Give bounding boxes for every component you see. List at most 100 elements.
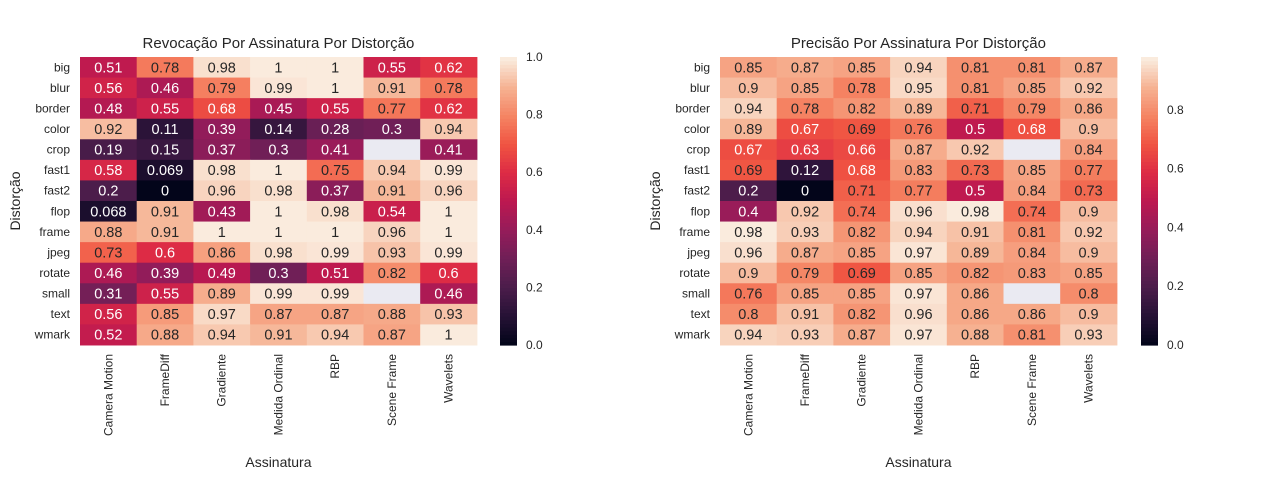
panel1-colorbar-segment (500, 85, 517, 90)
panel2-cell-wmark-gradiente (833, 324, 891, 346)
panel2-cell-big-rbp-label: 0.81 (961, 60, 989, 76)
panel1-cell-jpeg-camera-motion-label: 0.73 (94, 245, 122, 261)
panel2-y-tick-small: small (682, 287, 710, 301)
panel2-cell-fast2-wavelets-label: 0.73 (1074, 184, 1102, 200)
panel1-cell-rotate-scene-frame-label: 0.82 (378, 266, 406, 282)
panel2-cell-rotate-gradiente-label: 0.69 (848, 266, 876, 282)
panel2-colorbar-segment (1141, 136, 1158, 141)
panel2-cell-jpeg-scene-frame (1003, 242, 1061, 264)
panel2-colorbar-segment (1141, 219, 1158, 224)
panel1-cell-frame-scene-frame-label: 0.96 (378, 225, 406, 241)
panel2-cell-small-wavelets (1060, 283, 1118, 305)
panel1-cell-frame-framediff-label: 0.91 (151, 225, 179, 241)
panel1-cell-frame-camera-motion-label: 0.88 (94, 225, 122, 241)
panel1-cell-fast1-scene-frame (363, 159, 421, 181)
panel1-colorbar-tick-0-8: 0.8 (526, 108, 543, 122)
panel1-cell-rotate-camera-motion (80, 262, 138, 284)
panel1-cell-jpeg-scene-frame-label: 0.93 (378, 245, 406, 261)
panel1-cell-wmark-rbp (306, 324, 364, 346)
panel2-cell-text-medida-ordinal (890, 303, 948, 325)
panel2-cell-fast2-wavelets (1060, 180, 1118, 202)
panel2-cell-blur-medida-ordinal (890, 77, 948, 99)
panel1-colorbar-segment (500, 186, 517, 191)
panel1-colorbar-segment (500, 258, 517, 263)
panel2-cell-jpeg-wavelets (1060, 242, 1118, 264)
panel2-cell-flop-medida-ordinal (890, 200, 948, 223)
panel1-cell-small-camera-motion-label: 0.31 (94, 287, 122, 303)
panel1-colorbar-segment (500, 337, 517, 342)
panel2-colorbar-segment (1141, 273, 1158, 278)
panel2-colorbar-segment (1141, 291, 1158, 296)
panel2-colorbar-segment (1141, 316, 1158, 321)
panel2-cell-frame-camera-motion-label: 0.98 (734, 225, 762, 241)
panel1-cell-color-framediff-label: 0.11 (151, 122, 178, 138)
panel1-colorbar-segment (500, 244, 517, 249)
panel2-x-tick-rbp: RBP (968, 354, 982, 379)
panel2-colorbar-segment (1141, 244, 1158, 249)
panel2-y-tick-crop: crop (687, 143, 711, 157)
panel2-cell-flop-camera-motion (720, 200, 778, 223)
panel1-cell-small-scene-frame (363, 283, 421, 305)
panel1-cell-crop-wavelets (420, 139, 478, 161)
panel2-cell-jpeg-framediff (776, 242, 834, 264)
panel1-colorbar-segment (500, 118, 517, 123)
panel2-colorbar-segment (1141, 67, 1158, 72)
panel2-cell-color-framediff (776, 118, 834, 140)
panel1-colorbar-segment (500, 175, 517, 180)
panel1-cell-fast1-gradiente (193, 159, 251, 181)
panel1-cell-big-gradiente-label: 0.98 (208, 60, 236, 76)
panel1-cell-fast2-scene-frame (363, 180, 421, 202)
panel2-cell-small-rbp-label: 0.86 (961, 287, 989, 303)
panel1-cell-fast2-framediff (136, 180, 194, 202)
panel1-cell-blur-framediff (136, 77, 194, 99)
panel2-y-tick-rotate: rotate (679, 266, 710, 280)
panel1-cell-fast2-gradiente (193, 180, 251, 202)
panel2-colorbar-segment (1141, 251, 1158, 256)
panel2-cell-small-scene-frame (1003, 283, 1061, 305)
panel1-cell-small-medida-ordinal-label: 0.99 (264, 287, 292, 303)
panel2-cell-flop-scene-frame-label: 0.74 (1018, 204, 1046, 220)
panel2-y-axis-label: Distorção (647, 171, 663, 230)
panel2-cell-big-camera-motion-label: 0.85 (734, 60, 762, 76)
panel1-cell-rotate-wavelets (420, 262, 478, 284)
panel2-cell-text-framediff (776, 303, 834, 325)
panel1-cell-fast2-medida-ordinal-label: 0.98 (264, 184, 292, 200)
panel1-cell-big-wavelets (420, 57, 478, 79)
panel1-cell-border-wavelets-label: 0.62 (434, 101, 462, 117)
panel2-cell-text-rbp (946, 303, 1004, 325)
panel2-colorbar-segment (1141, 280, 1158, 285)
panel2-cell-crop-medida-ordinal-label: 0.87 (904, 143, 932, 159)
panel1-cell-rotate-medida-ordinal (250, 262, 308, 284)
panel1-cell-color-wavelets-label: 0.94 (434, 122, 462, 138)
panel1-cell-small-framediff-label: 0.55 (151, 287, 179, 303)
panel1-cell-color-scene-frame-label: 0.3 (382, 122, 402, 138)
panel2-cell-wmark-camera-motion (720, 324, 778, 346)
panel2-x-tick-framediff: FrameDiff (798, 353, 812, 406)
panel1-cell-jpeg-scene-frame (363, 242, 421, 264)
panel2-cell-jpeg-rbp-label: 0.89 (961, 245, 989, 261)
panel2-colorbar-segment (1141, 121, 1158, 126)
panel1-colorbar-tick-0-2: 0.2 (526, 280, 543, 294)
panel1-colorbar-segment (500, 265, 517, 270)
panel1-cell-border-scene-frame (363, 98, 421, 120)
panel2-colorbar-segment (1141, 147, 1158, 152)
panel2-cell-jpeg-gradiente (833, 242, 891, 264)
panel1-colorbar-segment (500, 291, 517, 296)
panel2-cell-crop-rbp-label: 0.92 (961, 143, 989, 159)
panel2-cell-fast2-gradiente (833, 180, 891, 202)
panel1-cell-border-gradiente-label: 0.68 (208, 101, 236, 117)
panel1-cell-wmark-camera-motion (80, 324, 138, 346)
panel2-cell-blur-camera-motion (720, 77, 778, 99)
panel2-cell-frame-rbp-label: 0.91 (961, 225, 989, 241)
panel1-cell-jpeg-framediff (136, 242, 194, 264)
panel2-cell-crop-rbp (946, 139, 1004, 161)
panel2-colorbar-segment (1141, 215, 1158, 220)
panel2-y-tick-jpeg: jpeg (686, 245, 710, 259)
panel2-cell-rotate-medida-ordinal (890, 262, 948, 284)
panel2-x-tick-gradiente: Gradiente (855, 354, 869, 407)
panel1-cell-big-rbp (306, 57, 364, 79)
panel1-cell-fast2-wavelets-label: 0.96 (434, 184, 462, 200)
panel2-cell-color-gradiente (833, 118, 891, 140)
panel1-x-tick-wavelets: Wavelets (442, 354, 456, 403)
panel2-colorbar-segment (1141, 237, 1158, 242)
